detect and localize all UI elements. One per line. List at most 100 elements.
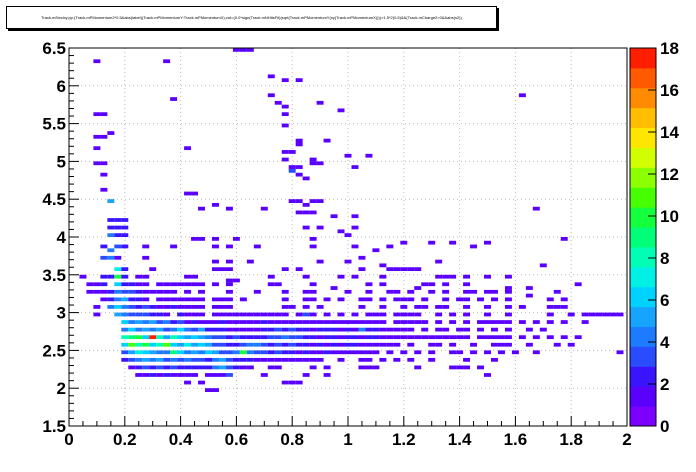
heatmap-cell — [163, 342, 171, 347]
heatmap-cell — [205, 320, 212, 324]
heatmap-cell — [246, 327, 254, 332]
heatmap-cell — [114, 218, 122, 222]
heatmap-cell — [428, 335, 436, 340]
heatmap-cell — [484, 240, 491, 245]
palette-band — [630, 227, 656, 248]
heatmap-cell — [421, 282, 429, 287]
heatmap-cell — [142, 255, 150, 260]
heatmap-cell — [295, 172, 303, 177]
heatmap-cell — [128, 305, 136, 309]
heatmap-cell — [198, 282, 206, 287]
heatmap-cell — [456, 297, 464, 302]
heatmap-cell — [330, 335, 338, 340]
heatmap-cell — [309, 365, 317, 370]
heatmap-cell — [128, 297, 136, 302]
heatmap-cell — [184, 357, 192, 362]
palette-band — [630, 366, 656, 387]
heatmap-cell — [407, 342, 415, 347]
heatmap-cell — [246, 342, 254, 347]
heatmap-cell — [504, 289, 512, 294]
heatmap-cell — [253, 335, 261, 340]
heatmap-cell — [330, 286, 338, 290]
heatmap-cell — [470, 289, 478, 294]
heatmap-cell — [302, 335, 310, 340]
heatmap-cell — [379, 335, 387, 340]
heatmap-cell — [205, 327, 212, 332]
heatmap-cell — [414, 305, 422, 309]
heatmap-cell — [225, 312, 233, 317]
heatmap-cell — [156, 305, 164, 309]
heatmap-cell — [386, 335, 394, 340]
heatmap-cell — [135, 282, 143, 287]
heatmap-cell — [309, 199, 317, 203]
heatmap-cell — [198, 305, 206, 309]
heatmap-cell — [393, 327, 401, 332]
palette-band — [630, 167, 656, 188]
heatmap-cell — [295, 142, 303, 147]
heatmap-cell — [616, 312, 624, 317]
heatmap-cell — [100, 289, 108, 294]
palette-band — [630, 286, 656, 308]
heatmap-cell — [288, 357, 296, 362]
heatmap-cell — [128, 335, 136, 340]
heatmap-cell — [184, 191, 192, 196]
heatmap-cell — [225, 342, 233, 347]
heatmap-cell — [274, 312, 282, 317]
heatmap-cell — [239, 297, 247, 302]
heatmap-cell — [365, 312, 373, 317]
heatmap-cell — [330, 342, 338, 347]
heatmap-cell — [309, 327, 317, 332]
heatmap-cell — [316, 320, 324, 324]
heatmap-cell — [358, 320, 366, 324]
heatmap-cell — [232, 342, 240, 347]
heatmap-cell — [93, 161, 101, 166]
heatmap-cell — [504, 305, 512, 309]
heatmap-cell — [323, 327, 331, 332]
heatmap-cell — [79, 274, 87, 279]
heatmap-cell — [442, 335, 450, 340]
heatmap-cell — [400, 350, 408, 355]
heatmap-cell — [281, 335, 289, 340]
heatmap-cell — [330, 350, 338, 355]
heatmap-cell — [170, 335, 178, 340]
heatmap-cell — [128, 342, 136, 347]
heatmap-cell — [581, 320, 589, 324]
x-tick-label: 2 — [622, 430, 631, 449]
heatmap-cell — [302, 202, 310, 207]
heatmap-cell — [260, 312, 268, 317]
heatmap-cell — [414, 286, 422, 290]
palette-band — [630, 187, 656, 208]
heatmap-cell — [309, 161, 317, 166]
heatmap-cell — [302, 210, 310, 215]
heatmap-cell — [421, 320, 429, 324]
heatmap-cell — [351, 165, 359, 169]
heatmap-cell — [421, 297, 429, 302]
heatmap-cell — [281, 357, 289, 362]
heatmap-cell — [246, 357, 254, 362]
heatmap-cell — [100, 282, 108, 287]
palette-frame — [629, 47, 657, 427]
heatmap-cell — [414, 267, 422, 272]
heatmap-cell — [170, 365, 178, 370]
heatmap-cell — [358, 357, 366, 362]
heatmap-cell — [442, 305, 450, 309]
heatmap-cell — [205, 350, 212, 355]
heatmap-cell — [525, 293, 533, 298]
heatmap-cell — [211, 237, 219, 241]
heatmap-cell — [142, 282, 150, 287]
heatmap-cell — [121, 282, 129, 287]
heatmap-cell — [407, 327, 415, 332]
heatmap-cell — [211, 342, 219, 347]
x-tick-label: 0.6 — [225, 430, 249, 449]
heatmap-cell — [274, 357, 282, 362]
heatmap-cell — [365, 320, 373, 324]
heatmap-cell — [484, 312, 491, 317]
heatmap-cell — [546, 335, 554, 340]
heatmap-cell — [114, 312, 122, 317]
heatmap-cell — [232, 335, 240, 340]
heatmap-cell — [358, 350, 366, 355]
heatmap-cell — [142, 297, 150, 302]
heatmap-cell — [156, 282, 164, 287]
heatmap-cell — [121, 312, 129, 317]
